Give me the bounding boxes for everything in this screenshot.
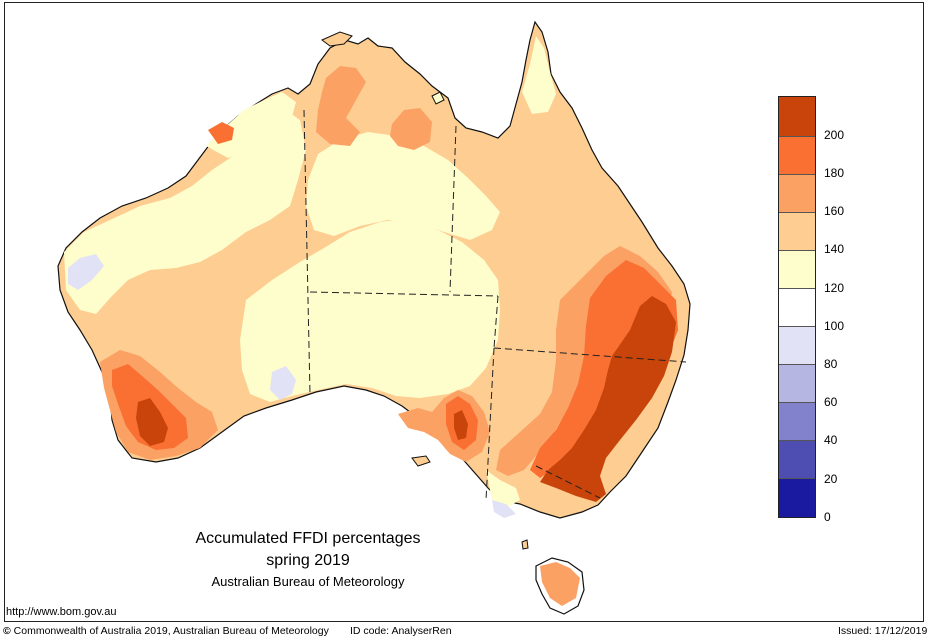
legend-band-80-100 <box>779 326 815 364</box>
copyright-notice: © Commonwealth of Australia 2019, Austra… <box>3 625 329 637</box>
legend-band-20-40 <box>779 440 815 478</box>
legend-band-120-140 <box>779 250 815 288</box>
zone-120-140-west <box>64 110 306 314</box>
zone-120-140-cape <box>522 36 556 114</box>
source-url: http://www.bom.gov.au <box>6 606 117 618</box>
zone-120-140-kimberley <box>206 92 296 158</box>
zone-200-plus-sa <box>454 410 468 440</box>
groote-island <box>431 91 445 105</box>
legend-label-120: 120 <box>824 281 845 295</box>
legend-label-40: 40 <box>824 433 838 447</box>
zone-80-100-south <box>492 500 516 518</box>
legend-band-40-60 <box>779 402 815 440</box>
legend-label-60: 60 <box>824 395 838 409</box>
zone-160-180-tas <box>540 562 580 606</box>
legend-band-60-80 <box>779 364 815 402</box>
legend-label-200: 200 <box>824 128 845 142</box>
legend-band-0-20 <box>779 478 815 517</box>
copyright-text: Commonwealth of Australia 2019, Australi… <box>13 625 329 637</box>
zone-160-180-arnhem <box>316 66 366 146</box>
legend-label-100: 100 <box>824 319 845 333</box>
legend-label-160: 160 <box>824 204 845 218</box>
legend-band-140-160 <box>779 212 815 250</box>
legend-label-80: 80 <box>824 357 838 371</box>
melville-island <box>321 31 353 47</box>
legend-band-100-120 <box>779 288 815 326</box>
id-code: ID code: AnalyserRen <box>350 625 452 637</box>
legend-label-180: 180 <box>824 166 845 180</box>
map-title-block: Accumulated FFDI percentages spring 2019… <box>160 528 456 592</box>
king-island <box>521 539 529 550</box>
zone-160-180-gulf <box>390 108 432 150</box>
zone-200-plus-sw <box>136 398 168 446</box>
issued-date: Issued: 17/12/2019 <box>838 625 928 637</box>
legend-colorbar <box>778 96 816 518</box>
legend-band-160-180 <box>779 174 815 212</box>
map-organisation: Australian Bureau of Meteorology <box>211 574 405 589</box>
zone-120-140-central <box>240 218 500 402</box>
zone-180-200-kimberley <box>208 122 234 144</box>
zone-120-140-north <box>306 132 500 240</box>
zone-120-140-southeast <box>486 470 520 508</box>
kangaroo-island <box>411 455 431 467</box>
legend-band-180-200 <box>779 136 815 174</box>
map-title: Accumulated FFDI percentages <box>195 530 421 547</box>
legend-label-0: 0 <box>824 510 831 524</box>
map-frame <box>4 2 924 622</box>
zone-80-100-west <box>68 254 104 290</box>
legend-label-140: 140 <box>824 242 845 256</box>
zone-200-plus-east <box>540 296 676 502</box>
tasmania <box>535 557 585 615</box>
legend-band-200-plus <box>779 97 815 136</box>
zone-80-100-bight <box>270 366 296 400</box>
legend-label-20: 20 <box>824 472 838 486</box>
copyright-symbol: © <box>3 625 11 637</box>
state-borders <box>303 109 687 501</box>
map-period: spring 2019 <box>266 552 350 569</box>
